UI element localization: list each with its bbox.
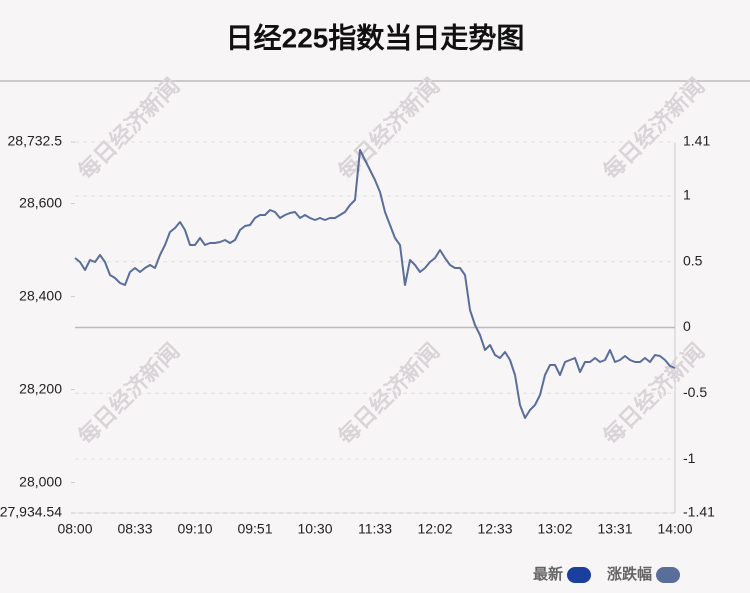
y2-tick-label: -1.41	[683, 504, 715, 520]
x-tick-label: 14:00	[657, 521, 692, 537]
y2-tick-label: 1.41	[683, 133, 710, 149]
x-tick-label: 12:33	[477, 521, 512, 537]
y-tick-label: 28,600	[19, 194, 62, 210]
legend-swatch	[656, 567, 681, 583]
y-tick-label: 28,400	[19, 287, 62, 303]
x-tick-label: 12:02	[417, 521, 452, 537]
x-tick-label: 10:30	[297, 521, 332, 537]
y2-tick-label: -1	[683, 450, 696, 466]
x-tick-label: 11:33	[358, 521, 392, 537]
y2-tick-label: -0.5	[683, 384, 707, 400]
y-tick-label: 28,200	[19, 380, 62, 396]
x-tick-label: 13:02	[537, 521, 572, 537]
x-tick-label: 08:00	[57, 521, 92, 537]
x-tick-label: 09:10	[177, 521, 212, 537]
chart-title: 日经225指数当日走势图	[226, 21, 525, 53]
legend-label: 涨跌幅	[607, 565, 652, 583]
series-line	[74, 149, 676, 419]
y-tick-label: 28,732.5	[8, 133, 63, 149]
x-tick-label: 13:31	[597, 521, 632, 537]
y2-tick-label: 0.5	[683, 252, 703, 268]
y2-tick-label: 1	[683, 187, 691, 203]
y2-tick-label: 0	[683, 318, 691, 334]
x-tick-label: 08:33	[117, 521, 152, 537]
x-tick-label: 09:51	[237, 521, 272, 537]
legend-swatch	[567, 567, 592, 583]
y-tick-label: 28,000	[19, 473, 62, 489]
legend-label: 最新	[533, 565, 563, 583]
y-tick-label: 27,934.54	[0, 504, 62, 520]
